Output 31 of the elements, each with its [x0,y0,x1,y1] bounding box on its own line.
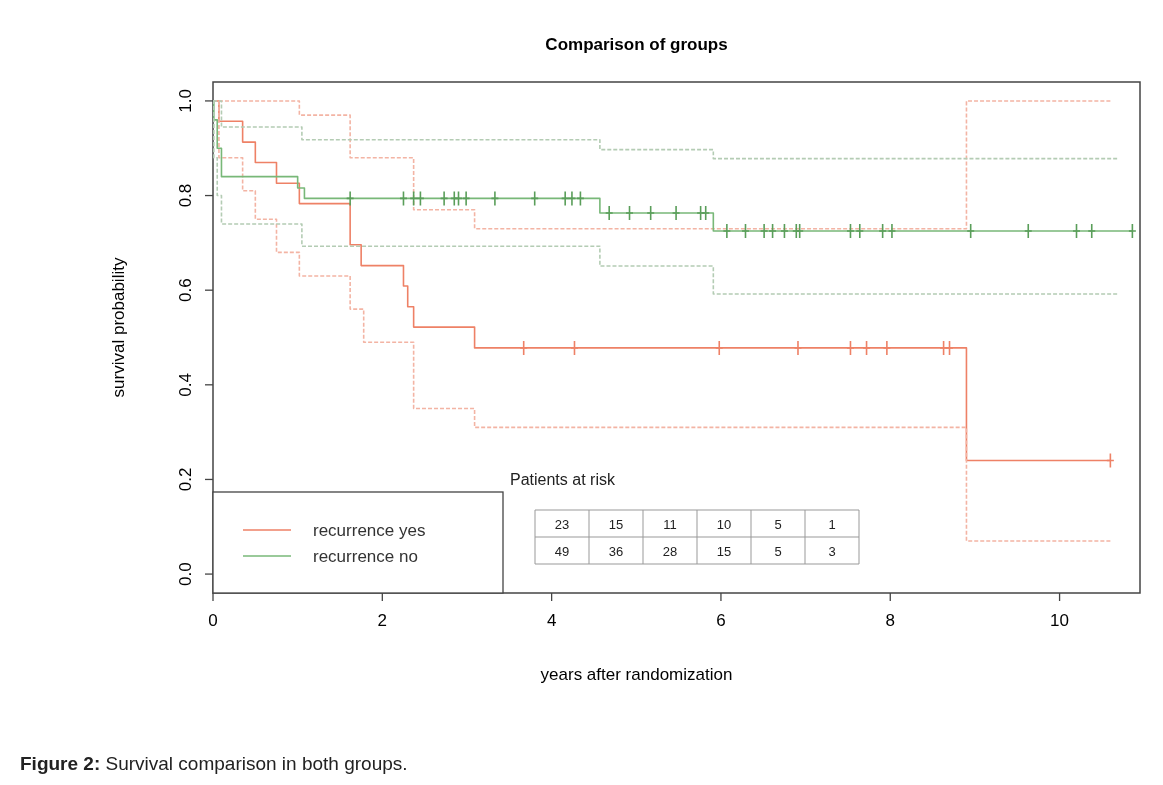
y-tick-label: 0.6 [176,278,195,303]
y-axis-title: survival probability [109,257,128,398]
annotation: 1 [828,517,836,532]
y-tick-label: 0.2 [176,467,195,492]
x-axis-title: years after randomization [540,665,733,684]
annotation: 5 [774,544,782,559]
annotation: 10 [716,517,732,532]
chart-title: Comparison of groups [545,35,728,54]
annotation: 5 [774,517,782,532]
caption: Figure 2: Survival comparison in both groups. [20,753,408,774]
annotation: 15 [716,544,732,559]
annotation: 23 [554,517,570,532]
annotation: Patients at risk [510,471,616,488]
y-tick-label: 0.0 [176,562,195,586]
legend-label: recurrence no [313,547,418,566]
y-tick-label: 1.0 [176,89,195,113]
x-tick-label: 2 [377,611,388,630]
y-tick-label: 0.8 [176,183,195,208]
annotation: 28 [662,544,678,559]
x-tick-label: 0 [208,611,218,630]
annotation: 11 [663,517,677,532]
x-tick-label: 6 [716,611,726,630]
annotation: 49 [554,544,570,559]
annotation: 36 [608,544,624,559]
x-tick-label: 4 [546,611,557,630]
legend-label: recurrence yes [313,521,426,540]
y-tick-label: 0.4 [176,372,195,397]
x-tick-label: 10 [1050,611,1070,630]
annotation: 15 [608,517,624,532]
x-tick-label: 8 [885,611,895,630]
annotation: 3 [828,544,836,559]
